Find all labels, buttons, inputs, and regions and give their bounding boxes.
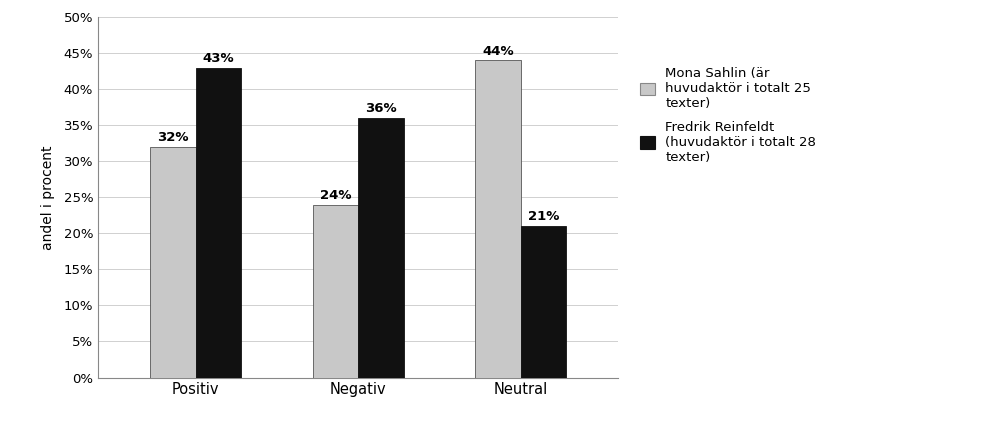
Text: 21%: 21%	[528, 210, 559, 223]
Bar	[150, 147, 195, 378]
Bar	[521, 226, 566, 378]
Text: 24%: 24%	[320, 189, 351, 202]
Bar	[313, 205, 358, 378]
Bar	[195, 68, 241, 378]
Text: 44%: 44%	[482, 45, 514, 57]
Y-axis label: andel i procent: andel i procent	[41, 145, 55, 250]
Legend: Mona Sahlin (är
huvudaktör i totalt 25
texter), Fredrik Reinfeldt
(huvudaktör i : Mona Sahlin (är huvudaktör i totalt 25 t…	[641, 67, 816, 163]
Text: 36%: 36%	[365, 102, 396, 115]
Text: 43%: 43%	[202, 52, 234, 65]
Bar	[475, 60, 521, 378]
Text: 32%: 32%	[157, 131, 188, 144]
Bar	[358, 118, 403, 378]
